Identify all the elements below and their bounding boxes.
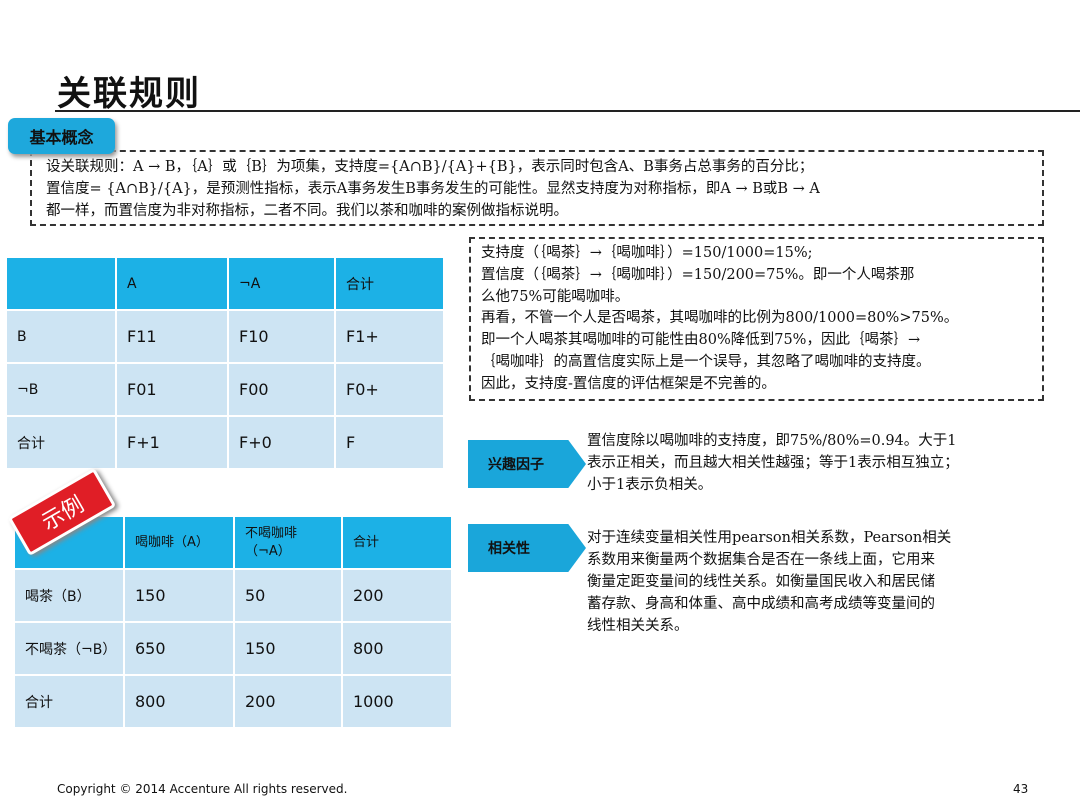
cell: 150 [235,623,341,674]
table-row: 不喝茶（¬B） 650 150 800 [15,623,451,674]
table-row: 合计 F+1 F+0 F [7,417,443,468]
tea-coffee-table: 喝咖啡（A） 不喝咖啡（¬A） 合计 喝茶（B） 150 50 200 不喝茶（… [13,515,453,729]
header-cell [7,258,115,309]
cell: F11 [117,311,227,362]
cell: F+1 [117,417,227,468]
table-header-row: A ¬A 合计 [7,258,443,309]
header-cell: 合计 [336,258,443,309]
table-header-row: 喝咖啡（A） 不喝咖啡（¬A） 合计 [15,517,451,568]
contingency-table: A ¬A 合计 B F11 F10 F1+ ¬B F01 F00 F0+ 合计 … [5,256,445,470]
concept-line: 置信度= {A∩B}/{A}，是预测性指标，表示A事务发生B事务发生的可能性。显… [46,181,820,197]
cell: 50 [235,570,341,621]
note-line: 支持度（｛喝茶｝→｛喝咖啡｝）=150/1000=15%; [481,245,813,261]
text-line: 线性相关关系。 [587,618,689,634]
text-line: 蓄存款、身高和体重、高中成绩和高考成绩等变量间的 [587,596,935,612]
cell: 150 [125,570,233,621]
cell: 200 [235,676,341,727]
cell: F0+ [336,364,443,415]
note-line: 再看，不管一个人是否喝茶，其喝咖啡的比例为800/1000=80%>75%。 [481,310,959,327]
row-label: 不喝茶（¬B） [15,623,123,674]
row-label: ¬B [7,364,115,415]
note-line: 因此，支持度-置信度的评估框架是不完善的。 [481,375,776,392]
concept-line: 设关联规则：A → B，｛A｝或｛B｝为项集，支持度={A∩B}/{A}+{B}… [46,159,814,175]
text-line: 对于连续变量相关性用pearson相关系数，Pearson相关 [587,530,952,546]
cell: F1+ [336,311,443,362]
table-row: ¬B F01 F00 F0+ [7,364,443,415]
cell: F [336,417,443,468]
row-label: 喝茶（B） [15,570,123,621]
section-badge: 基本概念 [8,118,115,154]
cell: 1000 [343,676,451,727]
concept-line: 都一样，而置信度为非对称指标，二者不同。我们以茶和咖啡的案例做指标说明。 [46,203,568,219]
correlation-label: 相关性 [468,524,586,572]
cell: 650 [125,623,233,674]
interest-factor-label: 兴趣因子 [468,440,586,488]
header-cell: 合计 [343,517,451,568]
text-line: 衡量定距变量间的线性关系。如衡量国民收入和居民储 [587,574,935,590]
correlation-text: 对于连续变量相关性用pearson相关系数，Pearson相关 系数用来衡量两个… [587,527,1047,637]
cell: 800 [343,623,451,674]
header-cell: A [117,258,227,309]
note-line: ｛喝咖啡｝的高置信度实际上是一个误导，其忽略了喝咖啡的支持度。 [481,353,931,370]
cell: 800 [125,676,233,727]
title-divider [55,110,1080,112]
text-line: 系数用来衡量两个数据集合是否在一条线上面，它用来 [587,552,935,568]
row-label: 合计 [7,417,115,468]
text-line: 置信度除以喝咖啡的支持度，即75%/80%=0.94。大于1 [587,433,957,449]
cell: 200 [343,570,451,621]
copyright: Copyright © 2014 Accenture All rights re… [57,782,348,796]
concept-box: 设关联规则：A → B，｛A｝或｛B｝为项集，支持度={A∩B}/{A}+{B}… [30,150,1044,226]
text-line: 小于1表示负相关。 [587,477,713,493]
table-row: 喝茶（B） 150 50 200 [15,570,451,621]
cell: F01 [117,364,227,415]
page-number: 43 [1013,782,1029,796]
page-title: 关联规则 [57,74,201,114]
header-cell: 喝咖啡（A） [125,517,233,568]
header-cell: 不喝咖啡（¬A） [235,517,341,568]
table-row: B F11 F10 F1+ [7,311,443,362]
row-label: 合计 [15,676,123,727]
support-confidence-note: 支持度（｛喝茶｝→｛喝咖啡｝）=150/1000=15%; 置信度（｛喝茶｝→｛… [469,237,1044,401]
note-line: 即一个人喝茶其喝咖啡的可能性由80%降低到75%，因此｛喝茶｝→ [481,332,921,349]
note-line: 么他75%可能喝咖啡。 [481,288,630,305]
header-cell: ¬A [229,258,334,309]
cell: F00 [229,364,334,415]
row-label: B [7,311,115,362]
interest-factor-text: 置信度除以喝咖啡的支持度，即75%/80%=0.94。大于1 表示正相关，而且越… [587,430,1047,496]
cell: F+0 [229,417,334,468]
note-line: 置信度（｛喝茶｝→｛喝咖啡｝）=150/200=75%。即一个人喝茶那 [481,266,915,283]
cell: F10 [229,311,334,362]
text-line: 表示正相关，而且越大相关性越强；等于1表示相互独立； [587,455,959,471]
table-row: 合计 800 200 1000 [15,676,451,727]
